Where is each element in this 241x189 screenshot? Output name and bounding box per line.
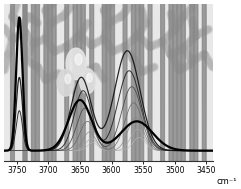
Circle shape: [107, 0, 110, 189]
Circle shape: [177, 0, 181, 189]
Circle shape: [181, 0, 185, 189]
Ellipse shape: [80, 69, 95, 94]
Ellipse shape: [57, 69, 74, 96]
Ellipse shape: [75, 54, 82, 65]
Circle shape: [81, 0, 85, 189]
Circle shape: [123, 0, 127, 189]
Circle shape: [32, 0, 35, 189]
Text: cm⁻¹: cm⁻¹: [217, 177, 237, 186]
Circle shape: [202, 0, 206, 189]
Circle shape: [161, 0, 164, 189]
Circle shape: [148, 0, 152, 189]
Circle shape: [23, 0, 27, 189]
Circle shape: [48, 0, 52, 189]
Circle shape: [136, 0, 140, 189]
Circle shape: [111, 0, 114, 189]
Ellipse shape: [66, 48, 86, 80]
Ellipse shape: [87, 73, 92, 82]
Circle shape: [173, 0, 177, 189]
Circle shape: [23, 0, 27, 189]
Circle shape: [140, 0, 144, 189]
Circle shape: [90, 0, 94, 189]
Circle shape: [190, 0, 194, 189]
Circle shape: [44, 0, 48, 189]
Circle shape: [77, 0, 81, 189]
Circle shape: [132, 0, 135, 189]
Circle shape: [169, 0, 173, 189]
Circle shape: [52, 0, 56, 189]
Circle shape: [73, 0, 77, 189]
Ellipse shape: [65, 74, 71, 84]
Circle shape: [11, 0, 14, 189]
Circle shape: [194, 0, 198, 189]
Circle shape: [102, 0, 106, 189]
Circle shape: [36, 0, 40, 189]
Circle shape: [65, 0, 69, 189]
